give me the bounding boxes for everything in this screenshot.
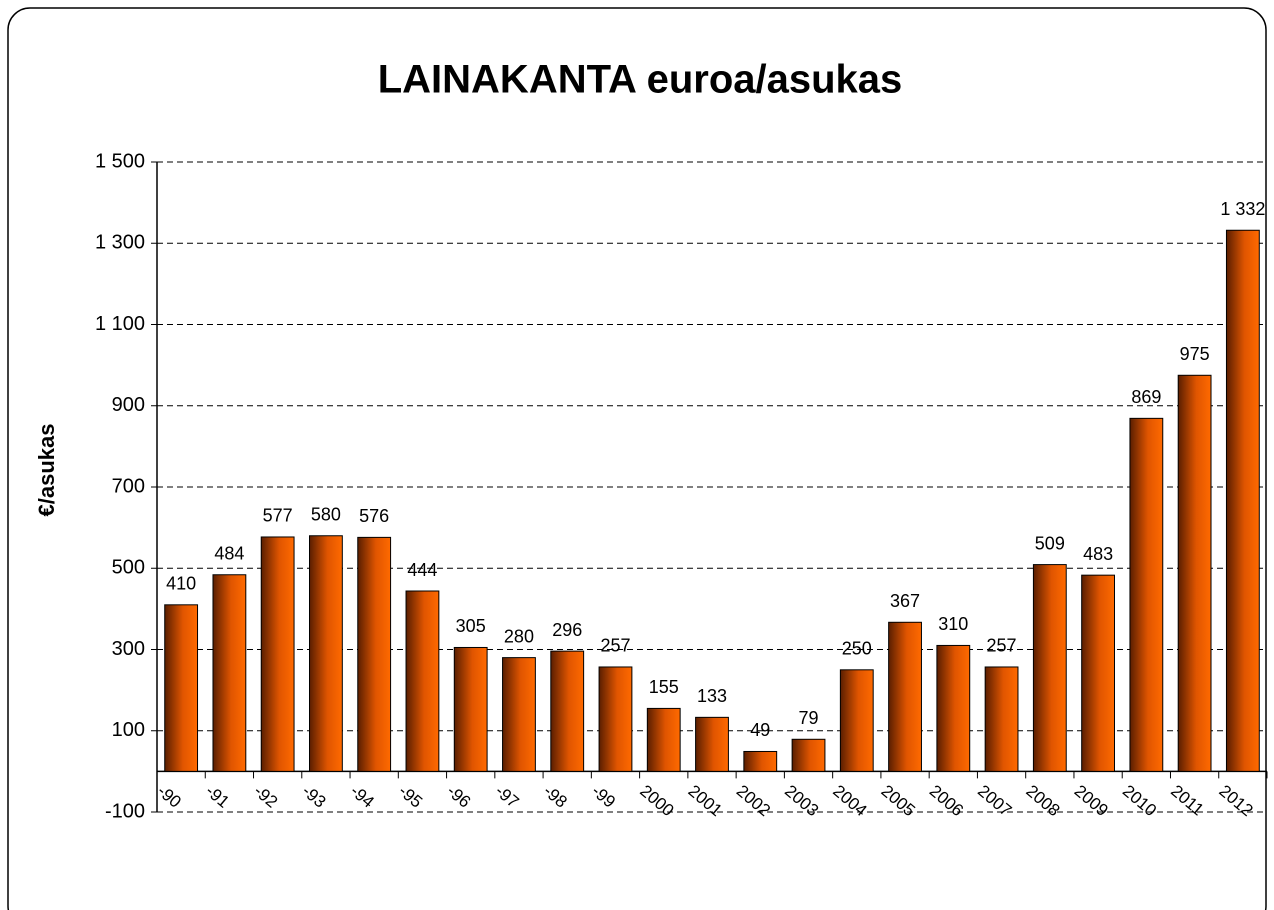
- data-label: 296: [552, 620, 582, 640]
- data-label: 280: [504, 626, 534, 646]
- data-label: 577: [263, 506, 293, 526]
- bar: [164, 604, 199, 772]
- data-label: 367: [890, 591, 920, 611]
- bar: [550, 650, 585, 772]
- bar: [453, 646, 488, 772]
- y-tick-label: 1 500: [95, 150, 145, 172]
- y-tick-label: 700: [112, 475, 145, 497]
- bar: [839, 669, 874, 772]
- bar: [936, 644, 971, 772]
- bar: [791, 738, 826, 772]
- bar: [743, 750, 778, 772]
- data-label: 79: [799, 708, 819, 728]
- y-tick-label: 500: [112, 557, 145, 579]
- chart-title: LAINAKANTA euroa/asukas: [378, 58, 903, 102]
- data-label: 410: [166, 574, 196, 594]
- data-label: 483: [1083, 544, 1113, 564]
- data-label: 580: [311, 505, 341, 525]
- data-label: 509: [1035, 533, 1065, 553]
- bar: [1081, 574, 1115, 772]
- data-label: 257: [600, 636, 630, 656]
- y-tick-label: 300: [112, 638, 145, 660]
- bar: [1225, 229, 1260, 772]
- bar: [309, 535, 343, 772]
- data-label: 250: [842, 639, 872, 659]
- bar: [1032, 564, 1067, 772]
- data-label: 576: [359, 506, 389, 526]
- data-label: 484: [214, 544, 244, 564]
- bar: [260, 536, 295, 772]
- data-label: 444: [407, 560, 437, 580]
- frame: [7, 7, 1267, 910]
- data-label: 257: [987, 636, 1017, 656]
- bar: [984, 666, 1019, 772]
- y-tick-label: 1 300: [95, 232, 145, 254]
- bar: [212, 574, 247, 772]
- data-label: 305: [456, 616, 486, 636]
- bar: [598, 666, 633, 772]
- y-axis-label: €/asukas: [34, 424, 59, 517]
- data-label: 133: [697, 686, 727, 706]
- data-label: 1 332: [1220, 199, 1265, 219]
- bar: [1177, 374, 1212, 772]
- bar: [646, 707, 681, 772]
- y-tick-label: 900: [112, 394, 145, 416]
- bar: [502, 657, 536, 772]
- data-label: 155: [649, 677, 679, 697]
- bar: [1129, 417, 1164, 772]
- y-tick-label: -100: [105, 800, 145, 822]
- data-label: 49: [750, 720, 770, 740]
- data-label: 310: [938, 614, 968, 634]
- bar: [405, 590, 440, 772]
- bar: [888, 621, 922, 772]
- data-label: 975: [1180, 344, 1210, 364]
- bar: [357, 536, 392, 772]
- bar: [695, 716, 729, 772]
- y-tick-label: 1 100: [95, 313, 145, 335]
- y-tick-label: 100: [112, 719, 145, 741]
- data-label: 869: [1131, 387, 1161, 407]
